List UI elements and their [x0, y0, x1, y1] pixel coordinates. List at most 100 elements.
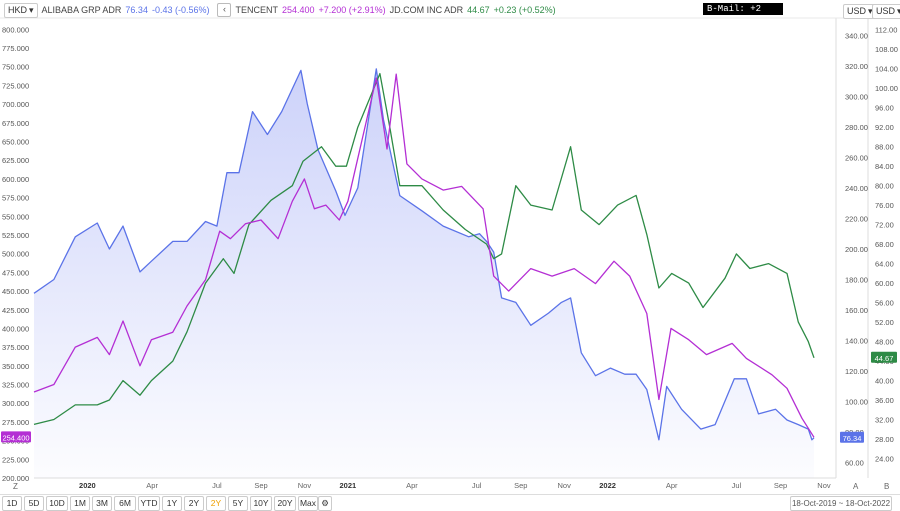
- y-tick-label-right-2: 84.00: [875, 162, 894, 171]
- x-tick-label: Nov: [298, 481, 312, 490]
- x-tick-label: Apr: [146, 481, 158, 490]
- range-button-1m[interactable]: 1M: [70, 496, 90, 511]
- y-tick-label-right-1: 340.00: [845, 31, 868, 40]
- legend-price: 254.400: [281, 5, 315, 15]
- x-tick-label: Sep: [254, 481, 267, 490]
- current-value-label-tencent-bg: [1, 431, 31, 443]
- y-tick-label-left: 200.000: [2, 474, 29, 483]
- y-tick-label-right-2: 68.00: [875, 240, 894, 249]
- currency-label: USD: [847, 6, 867, 16]
- x-tick-label: Nov: [817, 481, 831, 490]
- y-tick-label-right-2: 100.00: [875, 84, 898, 93]
- y-tick-label-left: 350.000: [2, 362, 29, 371]
- y-tick-label-left: 425.000: [2, 306, 29, 315]
- range-button-5y[interactable]: 5Y: [228, 496, 248, 511]
- legend-name: TENCENT: [235, 5, 278, 15]
- legend-item-jd[interactable]: JD.COM INC ADR 44.67 +0.23 (+0.52%): [390, 5, 556, 15]
- legend-name: ALIBABA GRP ADR: [41, 5, 122, 15]
- right-axis-2-currency-selector[interactable]: USD ▾: [872, 4, 900, 19]
- legend-change: -0.43 (-0.56%): [151, 5, 210, 15]
- y-tick-label-left: 750.000: [2, 63, 29, 72]
- y-tick-label-right-1: 260.00: [845, 153, 868, 162]
- y-tick-label-right-1: 140.00: [845, 337, 868, 346]
- y-tick-label-right-1: 100.00: [845, 398, 868, 407]
- currency-selector-label: HKD: [8, 5, 28, 15]
- y-tick-label-right-2: 32.00: [875, 416, 894, 425]
- x-tick-label: Jul: [732, 481, 742, 490]
- y-tick-label-left: 375.000: [2, 343, 29, 352]
- y-tick-label-right-2: 64.00: [875, 260, 894, 269]
- range-toolbar: 1D 5D 10D 1M 3M 6M YTD 1Y 2Y 2Y 5Y 10Y 2…: [0, 494, 900, 511]
- y-tick-label-right-2: 40.00: [875, 377, 894, 386]
- news-ticker[interactable]: B-Mail: +2: [703, 3, 783, 15]
- y-tick-label-right-2: 108.00: [875, 45, 898, 54]
- corner-zoom[interactable]: Z: [13, 482, 18, 491]
- chevron-down-icon: ▾: [897, 6, 900, 16]
- y-tick-label-left: 650.000: [2, 138, 29, 147]
- y-tick-label-right-2: 24.00: [875, 455, 894, 464]
- y-tick-label-right-1: 320.00: [845, 62, 868, 71]
- x-tick-label: Nov: [558, 481, 572, 490]
- current-value-label-jd-bg: [871, 351, 897, 363]
- range-button-ytd[interactable]: YTD: [138, 496, 160, 511]
- series-line-jd-com-inc-adr[interactable]: [33, 72, 815, 426]
- y-tick-label-right-1: 280.00: [845, 123, 868, 132]
- y-tick-label-left: 675.000: [2, 119, 29, 128]
- y-tick-label-right-1: 120.00: [845, 367, 868, 376]
- y-tick-label-right-1: 240.00: [845, 184, 868, 193]
- y-tick-label-left: 450.000: [2, 287, 29, 296]
- y-tick-label-right-1: 160.00: [845, 306, 868, 315]
- y-tick-label-left: 600.000: [2, 175, 29, 184]
- legend-price: 44.67: [467, 5, 490, 15]
- current-value-label-alibaba-bg: [840, 431, 864, 443]
- series-area-alibaba: [34, 68, 814, 479]
- y-tick-label-right-2: 60.00: [875, 279, 894, 288]
- x-tick-label: Apr: [666, 481, 678, 490]
- corner-axis-a[interactable]: A: [853, 482, 859, 491]
- y-tick-label-right-1: 180.00: [845, 276, 868, 285]
- y-tick-label-left: 400.000: [2, 324, 29, 333]
- legend-name: JD.COM INC ADR: [389, 5, 464, 15]
- y-tick-label-right-2: 96.00: [875, 104, 894, 113]
- y-tick-label-right-2: 52.00: [875, 318, 894, 327]
- y-tick-label-right-1: 220.00: [845, 214, 868, 223]
- x-tick-label: Jul: [472, 481, 482, 490]
- x-tick-label: 2022: [599, 481, 616, 490]
- legend-change: +0.23 (+0.52%): [493, 5, 556, 15]
- legend-change: +7.200 (+2.91%): [318, 5, 386, 15]
- y-tick-label-right-2: 28.00: [875, 435, 894, 444]
- y-tick-label-right-2: 92.00: [875, 123, 894, 132]
- current-value-label-tencent: 254.400: [2, 433, 29, 442]
- chevron-left-icon[interactable]: ‹: [217, 3, 232, 17]
- y-tick-label-left: 475.000: [2, 268, 29, 277]
- y-tick-label-left: 225.000: [2, 455, 29, 464]
- legend-item-tencent[interactable]: TENCENT 254.400 +7.200 (+2.91%): [235, 5, 385, 15]
- chart-legend: HKD ▾ ALIBABA GRP ADR 76.34 -0.43 (-0.56…: [4, 2, 556, 18]
- y-tick-label-left: 625.000: [2, 156, 29, 165]
- y-tick-label-right-2: 80.00: [875, 182, 894, 191]
- chevron-down-icon: ▾: [868, 6, 873, 16]
- y-tick-label-right-2: 76.00: [875, 201, 894, 210]
- chevron-down-icon: ▾: [29, 4, 34, 15]
- y-tick-label-left: 725.000: [2, 81, 29, 90]
- corner-axis-b[interactable]: B: [884, 482, 890, 491]
- y-tick-label-left: 525.000: [2, 231, 29, 240]
- currency-selector[interactable]: HKD ▾: [4, 2, 38, 18]
- series-line-tencent[interactable]: [33, 73, 815, 438]
- y-tick-label-right-2: 72.00: [875, 221, 894, 230]
- x-tick-label: Sep: [774, 481, 787, 490]
- y-tick-label-left: 775.000: [2, 44, 29, 53]
- y-tick-label-right-2: 112.00: [875, 26, 897, 35]
- y-tick-label-left: 700.000: [2, 100, 29, 109]
- y-tick-label-left: 575.000: [2, 194, 29, 203]
- y-tick-label-right-2: 36.00: [875, 396, 894, 405]
- x-tick-label: 2021: [340, 481, 357, 490]
- legend-item-alibaba[interactable]: ALIBABA GRP ADR 76.34 -0.43 (-0.56%): [42, 5, 210, 15]
- y-tick-label-right-1: 200.00: [845, 245, 868, 254]
- y-tick-label-right-1: 60.00: [845, 459, 864, 468]
- y-tick-label-left: 275.000: [2, 418, 29, 427]
- y-tick-label-left: 325.000: [2, 381, 29, 390]
- y-tick-label-left: 800.000: [2, 25, 29, 34]
- y-tick-label-right-2: 88.00: [875, 143, 894, 152]
